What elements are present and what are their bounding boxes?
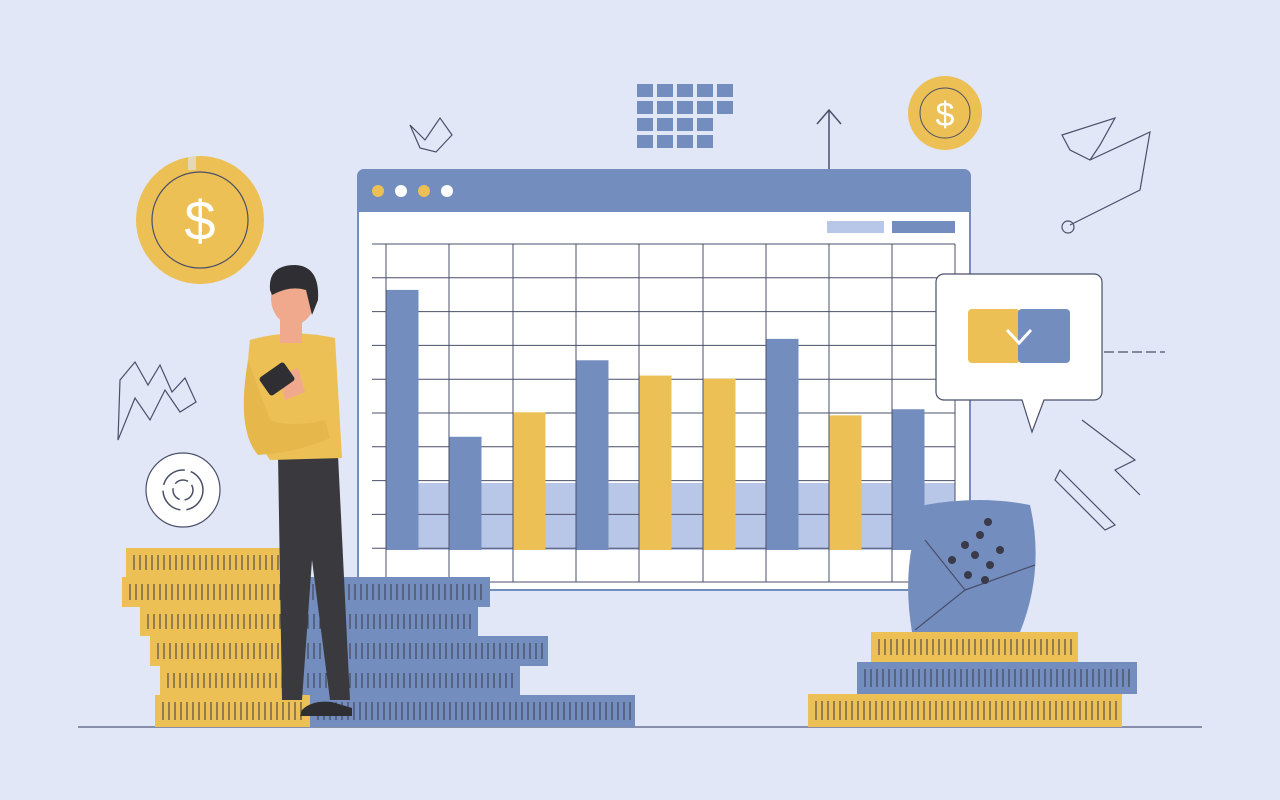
legend-swatch-blue [892,221,955,233]
chart-bar [449,436,482,550]
window-dot-yellow [372,185,384,197]
coin-stack-row [155,695,310,727]
chart-bar [766,338,799,550]
chart-bar [639,375,672,550]
grid-block [697,118,713,131]
chart-bar [386,289,419,550]
dollar-symbol: $ [184,189,215,252]
grid-block [717,84,733,97]
grid-block [657,84,673,97]
window-dot-white [395,185,407,197]
chart-bar [829,415,862,550]
person-figure [243,265,352,716]
grid-block [637,135,653,148]
chevron-down-icon [1005,328,1033,346]
small-dollar-coin-icon: $ [908,76,982,150]
grid-block [677,84,693,97]
toggle-left [968,309,1020,363]
chart-bar [703,378,736,550]
decorative-doodles [117,116,1165,531]
window-dot-yellow [418,185,430,197]
grid-block [677,118,693,131]
grid-block [637,101,653,114]
small-dollar-symbol: $ [936,96,955,134]
legend-swatch-light [827,221,884,233]
grid-block [697,101,713,114]
grid-block [717,101,733,114]
coin-stack-row [160,666,300,695]
grid-block [637,84,653,97]
chart-bar [513,412,546,550]
dollar-coin-icon: $ [136,156,264,284]
grid-block [697,135,713,148]
grid-block [657,118,673,131]
coin-stack-row [857,662,1137,694]
coin-stack-row [126,548,290,577]
chart-window [357,169,971,591]
arrow-up-icon [816,108,842,170]
coin-stack-row [808,694,1122,727]
grid-block [697,84,713,97]
coin-stack-row [122,577,285,607]
window-dot-white [441,185,453,197]
grid-block [657,135,673,148]
speech-bubble [935,273,1103,434]
coin-stack-row [150,636,300,666]
coin-stack-row [140,607,290,636]
chart-bars [386,289,925,550]
toggle-right [1018,309,1070,363]
grid-block [657,101,673,114]
grid-block [637,118,653,131]
grid-blocks-icon [637,84,733,148]
coin-stack-row [871,632,1078,662]
grid-block [677,101,693,114]
chart-bar [576,360,609,550]
coin-stack-row [310,695,635,727]
target-icon [145,452,221,528]
grid-block [677,135,693,148]
blue-leaf-shape [908,500,1036,632]
